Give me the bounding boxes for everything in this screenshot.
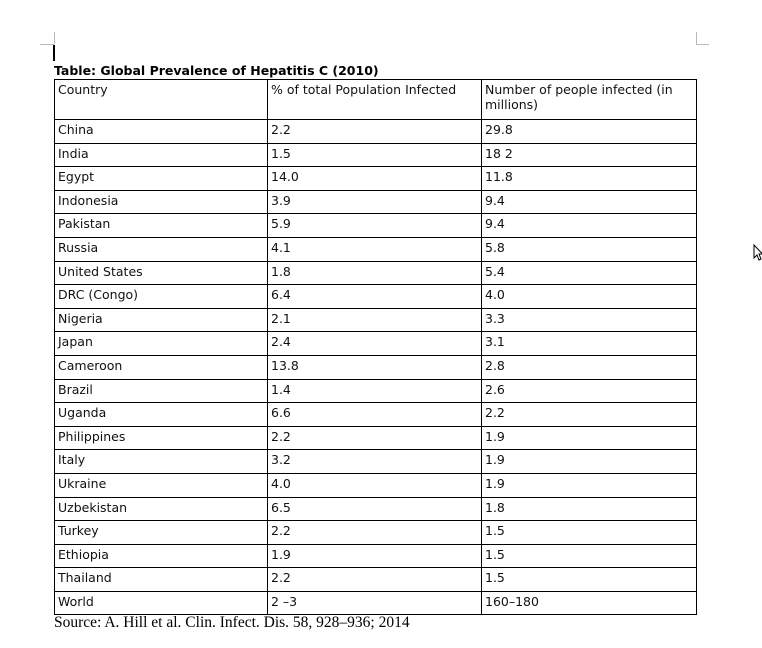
table-row: Uganda 6.6 2.2: [54, 402, 697, 427]
table-row: Cameroon 13.8 2.8: [54, 354, 697, 380]
margin-corner-mark-right: [696, 44, 709, 45]
count-cell: 5.8: [481, 236, 697, 262]
percent-cell: 6.5: [267, 496, 482, 522]
country-cell: DRC (Congo): [54, 284, 268, 309]
percent-cell: 2.2: [267, 119, 482, 144]
table-row: India 1.5 18 2: [54, 142, 697, 168]
count-cell: 4.0: [481, 284, 697, 309]
table-row: Ethiopia 1.9 1.5: [54, 543, 697, 569]
percent-cell: 2 –3: [267, 590, 482, 616]
country-cell: Turkey: [54, 520, 268, 545]
country-cell: Indonesia: [54, 189, 268, 215]
count-cell: 9.4: [481, 189, 697, 215]
count-cell: 1.9: [481, 472, 697, 498]
country-cell: Russia: [54, 236, 268, 262]
percent-cell: 14.0: [267, 166, 482, 191]
text-cursor: [53, 45, 55, 61]
table-row: Indonesia 3.9 9.4: [54, 189, 697, 215]
count-cell: 9.4: [481, 213, 697, 238]
margin-corner-mark-left: [54, 32, 55, 44]
table-row: Thailand 2.2 1.5: [54, 567, 697, 592]
country-cell: Egypt: [54, 166, 268, 191]
table-row: Ukraine 4.0 1.9: [54, 472, 697, 498]
margin-corner-mark-left: [40, 44, 54, 45]
percent-cell: 4.1: [267, 236, 482, 262]
country-cell: Pakistan: [54, 213, 268, 238]
country-cell: United States: [54, 260, 268, 286]
table-row: Uzbekistan 6.5 1.8: [54, 496, 697, 522]
count-cell: 18 2: [481, 142, 697, 168]
table-row: Japan 2.4 3.1: [54, 331, 697, 356]
count-cell: 1.5: [481, 520, 697, 545]
percent-cell: 2.2: [267, 425, 482, 451]
count-cell: 29.8: [481, 119, 697, 144]
count-cell: 160–180: [481, 590, 697, 616]
table-header-row: Country % of total Population Infected N…: [54, 79, 697, 120]
margin-corner-mark-right: [696, 32, 697, 44]
arrow-cursor-icon: [753, 244, 762, 261]
count-cell: 1.9: [481, 449, 697, 474]
table-row: United States 1.8 5.4: [54, 260, 697, 286]
percent-cell: 1.5: [267, 142, 482, 168]
count-cell: 1.5: [481, 567, 697, 592]
country-cell: Uzbekistan: [54, 496, 268, 522]
country-cell: Nigeria: [54, 307, 268, 333]
percent-cell: 1.8: [267, 260, 482, 286]
percent-cell: 6.6: [267, 402, 482, 427]
percent-cell: 1.4: [267, 378, 482, 404]
table-row: China 2.2 29.8: [54, 119, 697, 144]
percent-cell: 2.1: [267, 307, 482, 333]
country-cell: China: [54, 119, 268, 144]
country-cell: Italy: [54, 449, 268, 474]
table-row: Egypt 14.0 11.8: [54, 166, 697, 191]
table-row: Nigeria 2.1 3.3: [54, 307, 697, 333]
percent-cell: 2.2: [267, 520, 482, 545]
country-cell: Ukraine: [54, 472, 268, 498]
country-cell: Ethiopia: [54, 543, 268, 569]
table-row: Philippines 2.2 1.9: [54, 425, 697, 451]
table-row: DRC (Congo) 6.4 4.0: [54, 284, 697, 309]
table-row: Turkey 2.2 1.5: [54, 520, 697, 545]
country-cell: Cameroon: [54, 354, 268, 380]
count-cell: 1.9: [481, 425, 697, 451]
country-cell: Japan: [54, 331, 268, 356]
hepatitis-table: Country % of total Population Infected N…: [54, 79, 697, 616]
percent-cell: 2.2: [267, 567, 482, 592]
table-row: Pakistan 5.9 9.4: [54, 213, 697, 238]
percent-cell: 2.4: [267, 331, 482, 356]
count-cell: 2.2: [481, 402, 697, 427]
count-cell: 2.8: [481, 354, 697, 380]
country-cell: Philippines: [54, 425, 268, 451]
header-cell: % of total Population Infected: [267, 79, 482, 120]
country-cell: India: [54, 142, 268, 168]
percent-cell: 4.0: [267, 472, 482, 498]
count-cell: 11.8: [481, 166, 697, 191]
count-cell: 2.6: [481, 378, 697, 404]
percent-cell: 1.9: [267, 543, 482, 569]
country-cell: World: [54, 590, 268, 616]
country-cell: Uganda: [54, 402, 268, 427]
count-cell: 1.5: [481, 543, 697, 569]
table-row: Russia 4.1 5.8: [54, 236, 697, 262]
header-cell: Number of people infected (in millions): [481, 79, 697, 120]
percent-cell: 6.4: [267, 284, 482, 309]
country-cell: Brazil: [54, 378, 268, 404]
table-row: Brazil 1.4 2.6: [54, 378, 697, 404]
source-citation: Source: A. Hill et al. Clin. Infect. Dis…: [54, 614, 410, 631]
table-row: World 2 –3 160–180: [54, 590, 697, 616]
table-title: Table: Global Prevalence of Hepatitis C …: [54, 63, 379, 78]
count-cell: 1.8: [481, 496, 697, 522]
count-cell: 5.4: [481, 260, 697, 286]
percent-cell: 3.2: [267, 449, 482, 474]
percent-cell: 5.9: [267, 213, 482, 238]
percent-cell: 13.8: [267, 354, 482, 380]
count-cell: 3.3: [481, 307, 697, 333]
table-row: Italy 3.2 1.9: [54, 449, 697, 474]
count-cell: 3.1: [481, 331, 697, 356]
header-cell: Country: [54, 79, 268, 120]
country-cell: Thailand: [54, 567, 268, 592]
percent-cell: 3.9: [267, 189, 482, 215]
